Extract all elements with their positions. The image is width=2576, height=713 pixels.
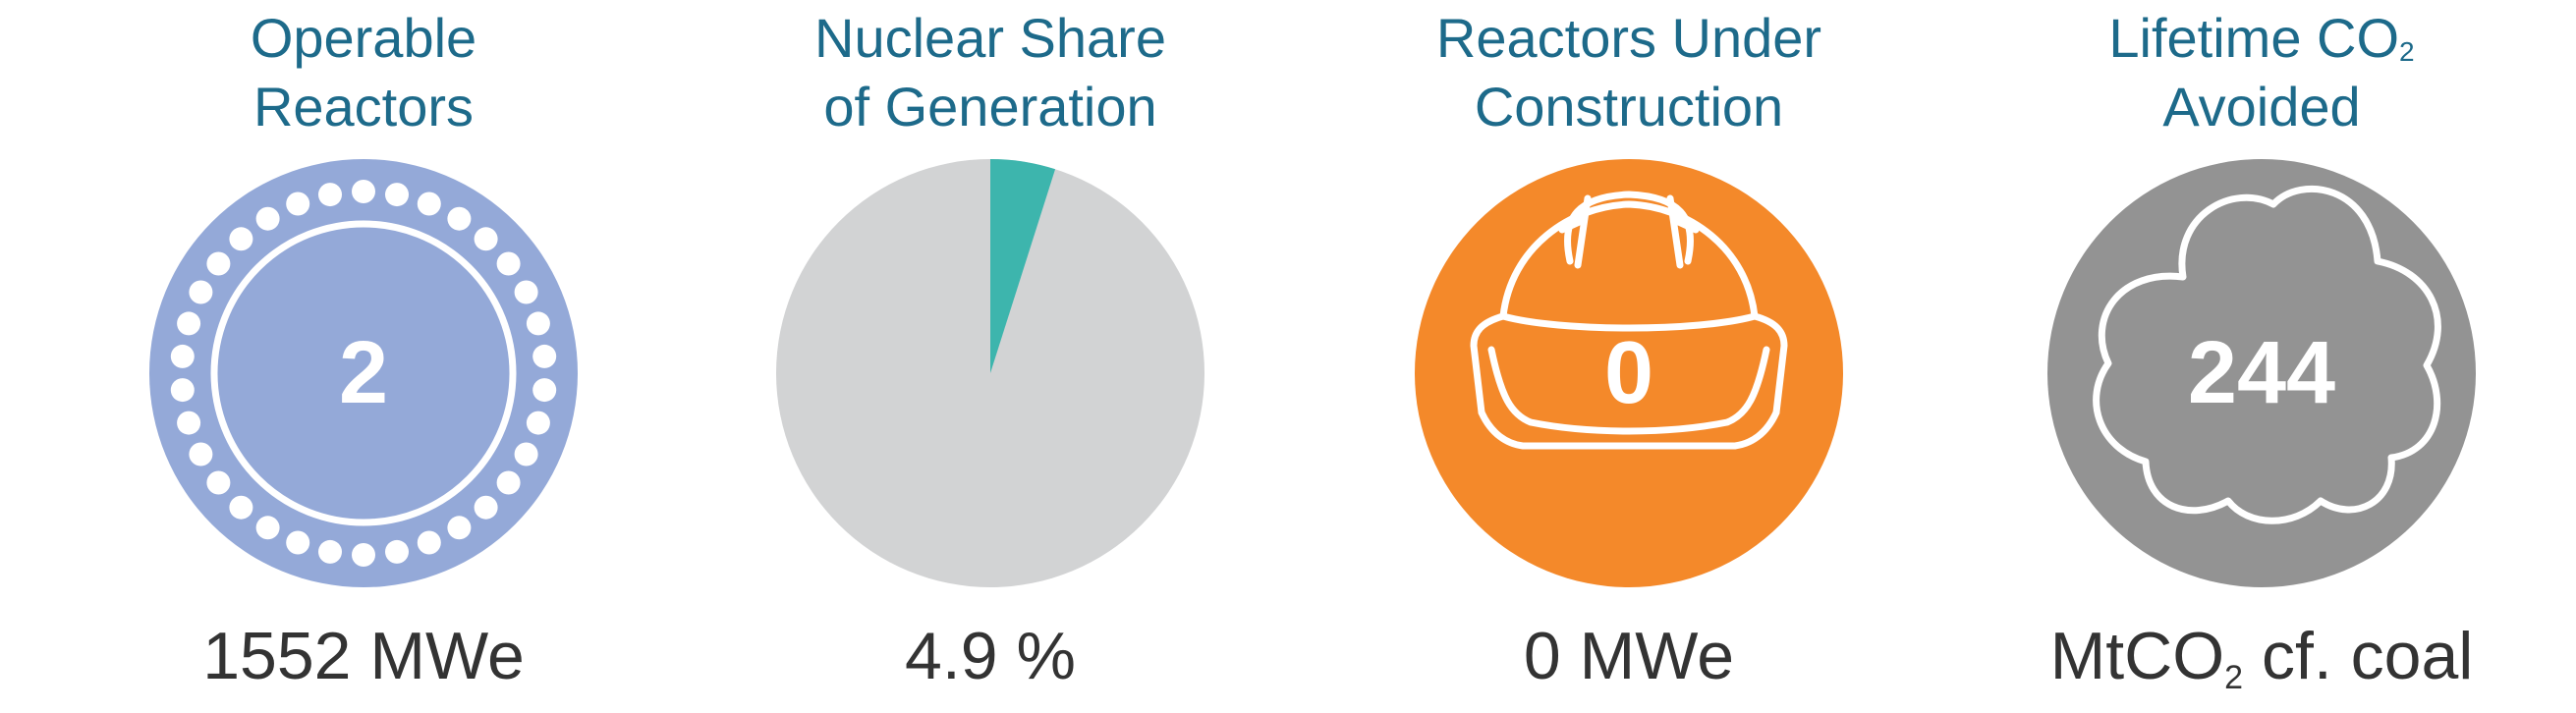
reactor-ring-dot bbox=[532, 378, 557, 403]
under-construction-count: 0 bbox=[1603, 323, 1654, 422]
reactor-ring-icon: 2 bbox=[147, 157, 580, 589]
reactor-ring-dot bbox=[177, 411, 201, 435]
reactor-ring-dot bbox=[206, 251, 231, 276]
nuclear-share-percent: 4.9 % bbox=[905, 619, 1076, 693]
co2-avoided-title-line1: Lifetime CO2 bbox=[1987, 4, 2537, 73]
nuclear-share-title-line1: Nuclear Share bbox=[814, 7, 1166, 69]
reactor-ring-dot bbox=[318, 539, 342, 564]
co2-unit-main: MtCO bbox=[2049, 619, 2225, 693]
operable-reactors-panel: Operable Reactors 2 1552 MWe bbox=[88, 0, 639, 713]
pie-slice-nuclear bbox=[990, 159, 1056, 373]
reactor-ring-dot bbox=[318, 183, 342, 207]
operable-reactors-title-line2: Reactors bbox=[252, 76, 475, 137]
co2-avoided-title: Lifetime CO2 Avoided bbox=[1987, 4, 2537, 141]
reactor-ring-dot bbox=[447, 516, 472, 540]
reactor-ring-dot bbox=[417, 192, 441, 216]
reactor-ring-dot bbox=[514, 442, 538, 466]
nuclear-share-title: Nuclear Share of Generation bbox=[715, 4, 1265, 141]
co2-avoided-title-line2: Avoided bbox=[2162, 76, 2361, 137]
operable-reactors-count: 2 bbox=[338, 323, 389, 422]
reactor-ring-dot bbox=[496, 470, 521, 495]
co2-avoided-title-main: Lifetime CO bbox=[2108, 7, 2400, 69]
pie-chart-icon bbox=[774, 157, 1206, 589]
under-construction-panel: Reactors Under Construction bbox=[1354, 0, 1904, 713]
co2-avoided-value: 244 bbox=[2187, 323, 2336, 422]
reactor-ring-dot bbox=[170, 344, 195, 368]
operable-reactors-capacity: 1552 MWe bbox=[202, 619, 525, 693]
co2-unit-rest: cf. coal bbox=[2243, 619, 2474, 693]
reactor-ring-dot bbox=[474, 227, 498, 251]
reactor-ring-dot bbox=[170, 378, 195, 403]
reactor-ring-dot bbox=[255, 206, 280, 231]
under-construction-title: Reactors Under Construction bbox=[1354, 4, 1904, 141]
under-construction-capacity: 0 MWe bbox=[1523, 619, 1735, 693]
co2-avoided-unit: MtCO2 cf. coal bbox=[1987, 617, 2537, 695]
cloud-icon: 244 bbox=[2045, 157, 2478, 589]
reactor-ring-dot bbox=[177, 311, 201, 336]
reactor-ring-dot bbox=[286, 530, 310, 555]
reactor-ring-dot bbox=[229, 227, 253, 251]
reactor-ring-dot bbox=[496, 251, 521, 276]
hard-hat-icon: 0 bbox=[1413, 157, 1845, 589]
reactor-ring-dot bbox=[417, 530, 441, 555]
nuclear-share-pie bbox=[776, 159, 1204, 587]
co2-avoided-panel: Lifetime CO2 Avoided 244 MtCO2 cf. coal bbox=[1987, 0, 2537, 713]
reactor-ring-dot bbox=[206, 470, 231, 495]
reactor-ring-dot bbox=[514, 280, 538, 304]
reactor-ring-dot bbox=[255, 516, 280, 540]
co2-unit-subscript: 2 bbox=[2224, 659, 2244, 697]
reactor-ring-dot bbox=[385, 539, 409, 564]
reactor-ring-dot bbox=[229, 495, 253, 520]
operable-reactors-title: Operable Reactors bbox=[88, 4, 639, 141]
reactor-ring-dot bbox=[286, 192, 310, 216]
co2-avoided-title-subscript: 2 bbox=[2399, 36, 2415, 68]
reactor-ring-dot bbox=[189, 280, 213, 304]
reactor-ring-dot bbox=[352, 180, 375, 203]
reactor-ring-dot bbox=[532, 344, 557, 368]
reactor-ring-dot bbox=[447, 206, 472, 231]
nuclear-share-panel: Nuclear Share of Generation 4.9 % bbox=[715, 0, 1265, 713]
reactor-ring-dot bbox=[352, 543, 375, 567]
reactor-ring-dot bbox=[526, 311, 550, 336]
under-construction-title-line1: Reactors Under bbox=[1435, 7, 1822, 69]
reactor-ring-dot bbox=[474, 495, 498, 520]
nuclear-share-title-line2: of Generation bbox=[823, 76, 1157, 137]
reactor-ring-dot bbox=[385, 183, 409, 207]
under-construction-title-line2: Construction bbox=[1474, 76, 1784, 137]
operable-reactors-title-line1: Operable bbox=[250, 7, 477, 69]
reactor-ring-dot bbox=[189, 442, 213, 466]
reactor-ring-dot bbox=[526, 411, 550, 435]
